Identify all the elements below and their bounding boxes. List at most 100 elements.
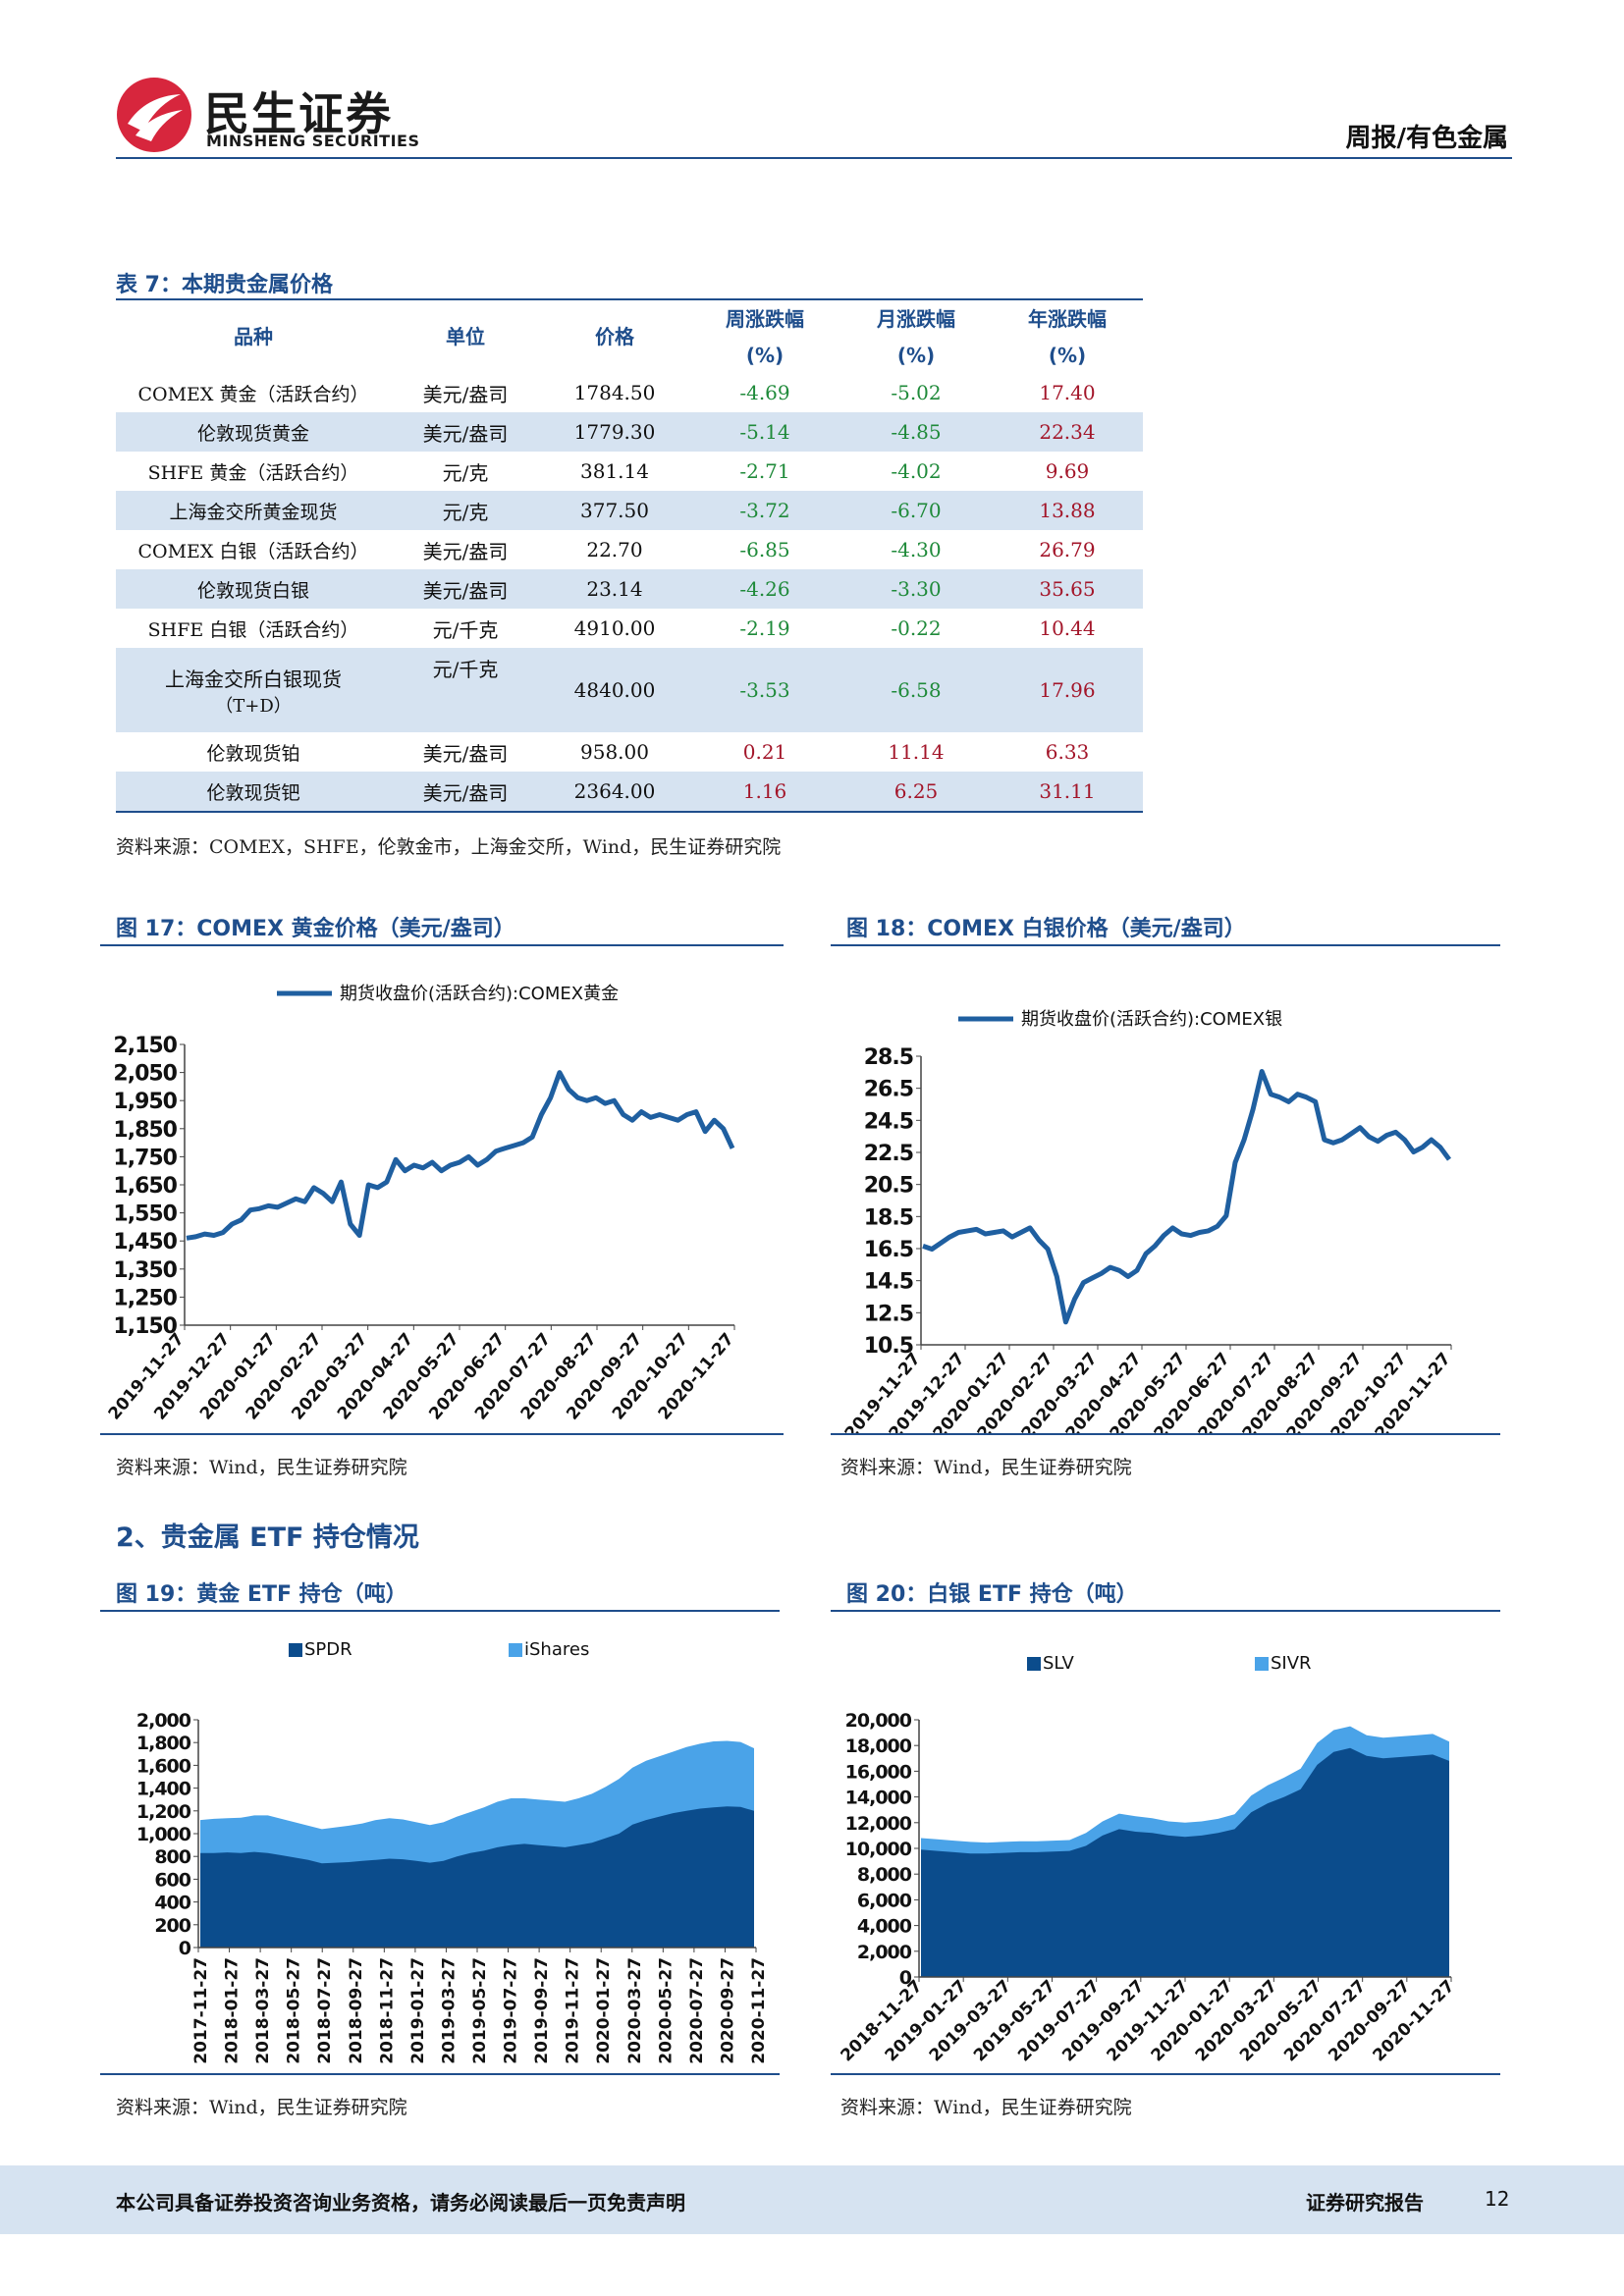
cell-week: -3.53 — [689, 648, 840, 732]
fig17-source: 资料来源：Wind，民生证券研究院 — [116, 1457, 407, 1478]
cell-unit: 美元/盎司 — [391, 569, 540, 609]
fig18-top-rule — [831, 944, 1500, 946]
cell-name: 伦敦现货钯 — [116, 772, 391, 811]
x-tick-label: 2019-07-27 — [502, 1957, 521, 2064]
footer-disclaimer: 本公司具备证券投资咨询业务资格，请务必阅读最后一页免责声明 — [116, 2191, 685, 2215]
cell-name: 上海金交所黄金现货 — [116, 491, 391, 530]
logo-icon — [117, 78, 191, 152]
cell-week: 0.21 — [742, 740, 787, 764]
cell-month: -0.22 — [891, 616, 942, 640]
y-tick-label: 10.5 — [864, 1334, 913, 1359]
table-row: 上海金交所白银现货 （T+D） 元/千克 4840.00 -3.53 -6.58 17.96 — [116, 648, 1143, 732]
header-divider — [116, 157, 1512, 159]
y-tick-label: 400 — [154, 1893, 190, 1914]
cell-year: 35.65 — [992, 569, 1143, 609]
series-line — [186, 1070, 735, 1241]
cell-unit: 美元/盎司 — [391, 412, 540, 452]
footer-label: 证券研究报告 — [1306, 2191, 1424, 2215]
cell-name: 上海金交所白银现货 （T+D） — [116, 648, 391, 732]
cell-unit: 元/千克 — [432, 617, 499, 642]
legend-label: iShares — [524, 1639, 589, 1660]
x-tick-label: 2020-11-27 — [749, 1957, 769, 2064]
cell-week: -4.69 — [739, 381, 790, 404]
y-tick-label: 26.5 — [864, 1078, 913, 1102]
x-tick-label: 2018-03-27 — [253, 1957, 273, 2064]
table-header-row: 品种 单位 价格 周涨跌幅 月涨跌幅 年涨跌幅 — [116, 300, 1143, 348]
y-tick-label: 1,950 — [113, 1090, 177, 1114]
y-tick-label: 16.5 — [864, 1238, 913, 1262]
cell-price: 22.70 — [586, 538, 643, 561]
legend-label: 期货收盘价(活跃合约):COMEX银 — [1021, 1009, 1282, 1030]
logo-text-en: MINSHENG SECURITIES — [206, 132, 420, 150]
x-tick-label: 2018-01-27 — [223, 1957, 243, 2064]
table-row: 伦敦现货铂 美元/盎司 958.00 0.21 11.14 6.33 — [116, 732, 1143, 772]
table-row: COMEX 黄金（活跃合约） 美元/盎司 1784.50 -4.69 -5.02 17.4… — [116, 373, 1143, 412]
col-unit: (%) — [896, 344, 936, 367]
y-tick-label: 2,000 — [857, 1942, 912, 1963]
cell-price: 2364.00 — [540, 772, 689, 811]
cell-name: 伦敦现货铂 — [206, 742, 300, 765]
y-tick-label: 1,650 — [113, 1174, 177, 1199]
fig17-caption: 图 17：COMEX 黄金价格（美元/盎司） — [116, 917, 515, 941]
cell-year: 22.34 — [992, 412, 1143, 452]
cell-month: -4.02 — [891, 459, 942, 483]
legend-swatch — [1255, 1657, 1269, 1671]
col-header: 价格 — [595, 325, 634, 348]
cell-unit: 元/克 — [442, 460, 489, 485]
y-tick-label: 1,850 — [113, 1118, 177, 1143]
x-tick-label: 2019-03-27 — [439, 1957, 459, 2064]
cell-price: 1784.50 — [573, 381, 656, 404]
x-tick-label: 2020-05-27 — [656, 1957, 676, 2064]
cell-unit: 元/千克 — [391, 648, 540, 732]
table-row: 伦敦现货钯 美元/盎司 2364.00 1.16 6.25 31.11 — [116, 772, 1143, 811]
cell-month: -4.30 — [891, 538, 942, 561]
cell-month: 11.14 — [888, 740, 945, 764]
cell-year: 31.11 — [992, 772, 1143, 811]
fig17-top-rule — [100, 944, 784, 946]
legend-label: SPDR — [304, 1639, 352, 1660]
y-tick-label: 1,550 — [113, 1202, 177, 1227]
cell-week: -2.71 — [739, 459, 790, 483]
logo — [116, 77, 192, 153]
fig19-top-rule — [100, 1610, 780, 1612]
cell-unit: 美元/盎司 — [391, 772, 540, 811]
y-tick-label: 8,000 — [857, 1864, 912, 1886]
y-tick-label: 1,150 — [113, 1314, 177, 1339]
fig19-source: 资料来源：Wind，民生证券研究院 — [116, 2097, 407, 2118]
y-tick-label: 6,000 — [857, 1890, 912, 1911]
x-tick-label: 2020-01-27 — [594, 1957, 614, 2064]
y-tick-label: 28.5 — [864, 1045, 913, 1070]
table-body: COMEX 黄金（活跃合约） 美元/盎司 1784.50 -4.69 -5.02 17.4… — [116, 373, 1143, 811]
cell-year: 6.33 — [1045, 740, 1090, 764]
cell-week: -6.85 — [739, 538, 790, 561]
x-tick-label: 2020-03-27 — [625, 1957, 645, 2064]
y-tick-label: 0 — [179, 1938, 191, 1959]
legend-label: SIVR — [1271, 1653, 1312, 1674]
y-tick-label: 1,450 — [113, 1230, 177, 1255]
col-unit: (%) — [745, 344, 785, 367]
y-tick-label: 20,000 — [845, 1710, 912, 1732]
fig18-source: 资料来源：Wind，民生证券研究院 — [840, 1457, 1132, 1478]
fig19-bottom-rule — [100, 2073, 780, 2075]
y-tick-label: 16,000 — [845, 1761, 912, 1783]
y-tick-label: 24.5 — [864, 1109, 913, 1134]
y-tick-label: 800 — [154, 1846, 190, 1868]
report-type: 周报/有色金属 — [1345, 124, 1509, 153]
cell-price: 381.14 — [580, 459, 649, 483]
y-tick-label: 18,000 — [845, 1735, 912, 1757]
cell-name: COMEX 白银（活跃合约） — [137, 540, 369, 562]
col-header: 周涨跌幅 — [726, 307, 804, 331]
table-row: SHFE 黄金（活跃合约） 元/克 381.14 -2.71 -4.02 9.69 — [116, 452, 1143, 491]
y-tick-label: 12.5 — [864, 1302, 913, 1326]
y-tick-label: 0 — [899, 1967, 912, 1989]
precious-metals-table: 品种 单位 价格 周涨跌幅 月涨跌幅 年涨跌幅 (%) (%) (%) COME… — [116, 300, 1143, 811]
x-tick-label: 2018-07-27 — [315, 1957, 335, 2064]
y-tick-label: 1,600 — [136, 1755, 191, 1777]
fig20-chart: SLV SIVR 20,000 18,000 16,000 14,000 12,000 10,… — [837, 1653, 1458, 2065]
cell-month: -5.02 — [891, 381, 942, 404]
cell-price: 4910.00 — [573, 616, 656, 640]
legend-label: 期货收盘价(活跃合约):COMEX黄金 — [340, 984, 619, 1004]
cell-month: -4.85 — [840, 412, 992, 452]
y-tick-label: 2,000 — [136, 1710, 191, 1732]
table-row: 伦敦现货黄金 美元/盎司 1779.30 -5.14 -4.85 22.34 — [116, 412, 1143, 452]
